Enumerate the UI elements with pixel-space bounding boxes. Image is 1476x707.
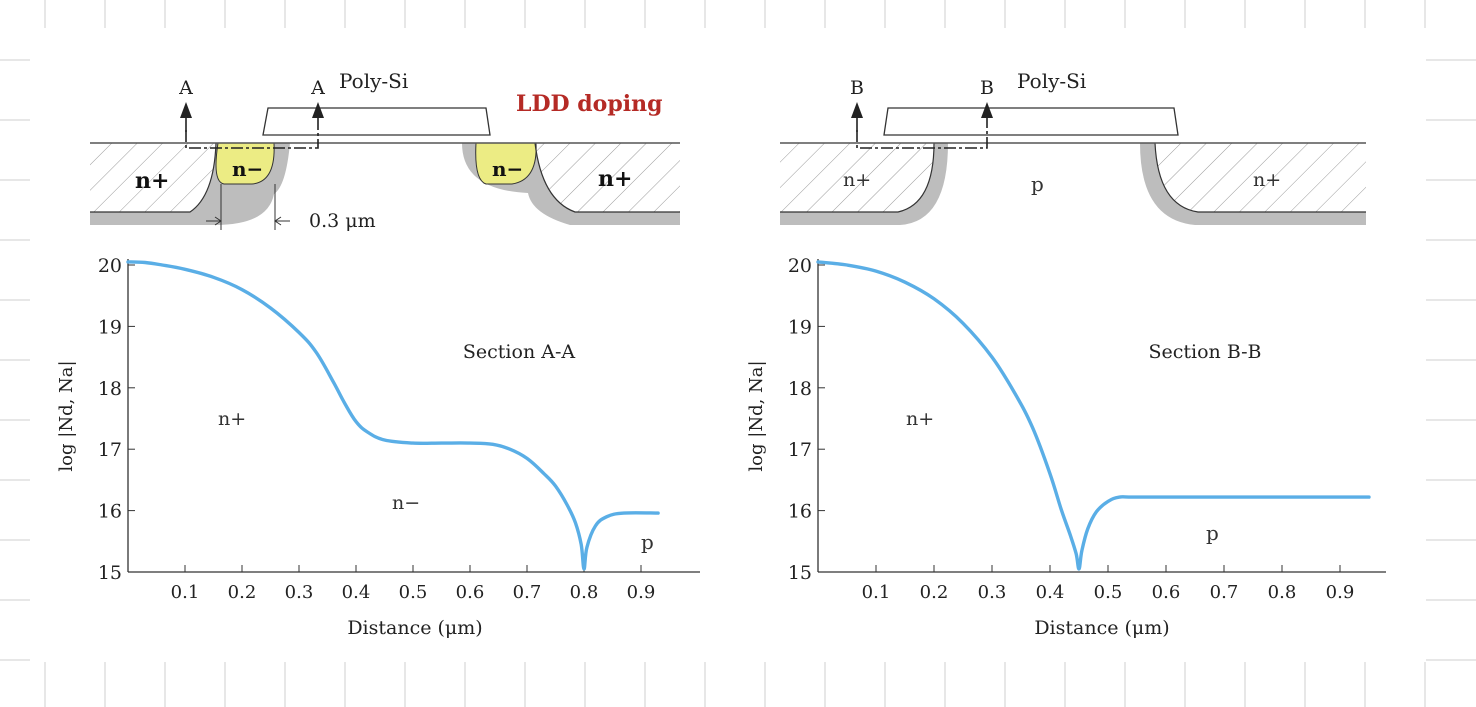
chart-b-ticks: 0.1 0.2 0.3 0.4 0.5 0.6 0.7 0.8 0.9 15 16 17 18 19 20 [788,255,1355,603]
region-label-b3: n+ [1253,169,1281,191]
arrow-head-a2 [312,102,324,118]
dimension-label: 0.3 μm [309,210,376,232]
chart-a-axes [127,259,700,573]
junction-outline-right-b [1154,142,1366,213]
n-plus-region-right-b [1155,143,1366,212]
cross-section-b: B B Poly-Si n+ p n+ [780,69,1366,225]
x-tick-label: 0.7 [513,582,542,603]
y-tick-label: 17 [98,439,122,461]
y-tick-label: 17 [788,439,812,461]
cut-path [185,112,319,149]
arrow-head-b1 [851,102,863,118]
n-plus-region-right [535,143,680,212]
chart-b-xlabel: Distance (μm) [1034,617,1169,639]
chart-a-title: Section A-A [463,341,575,363]
x-tick-label: 0.5 [1094,582,1123,603]
x-tick-label: 0.4 [1036,582,1065,603]
x-tick-label: 0.3 [978,582,1007,603]
x-tick-label: 0.9 [627,582,656,603]
chart-a-ticks: 0.1 0.2 0.3 0.4 0.5 0.6 0.7 0.8 0.9 15 16 17 18 19 20 [98,255,656,603]
cut-label-b2: B [980,77,994,99]
junction-outline-right [534,142,680,213]
x-tick-label: 0.1 [171,582,200,603]
y-tick-label: 19 [788,316,812,338]
chart-a-annot-nplus: n+ [218,408,246,430]
x-tick-label: 0.8 [570,582,599,603]
x-tick-label: 0.9 [1326,582,1355,603]
chart-a-annot-p: p [641,530,654,554]
chart-b-series [816,260,1371,571]
y-tick-label: 20 [788,255,812,277]
chart-b-ylabel: log |Nd, Na| [746,360,767,471]
doping-profile-curve [126,260,660,571]
x-tick-label: 0.2 [228,582,257,603]
y-tick-label: 18 [98,378,122,400]
cross-section-a: A A Poly-Si n+ n− n− n+ LDD doping 0.3 μ… [90,69,680,232]
cut-label-b1: B [850,77,864,99]
x-tick-label: 0.1 [862,582,891,603]
region-label-b1: n+ [843,169,871,191]
chart-a-ylabel: log |Nd, Na| [56,360,77,471]
region-label-a2: n− [232,157,263,181]
gate-label-a: Poly-Si [339,69,408,93]
chart-section-b-b: 0.1 0.2 0.3 0.4 0.5 0.6 0.7 0.8 0.9151617181920 … [746,255,1386,639]
dim-arrow-right [274,216,290,226]
region-label-a1: n+ [135,168,169,194]
arrow-head-b2 [981,102,993,118]
doping-profile-curve [816,260,1371,571]
x-tick-label: 0.8 [1268,582,1297,603]
ldd-region-left [215,142,275,185]
poly-gate-b [883,107,1179,136]
region-label-a3: n− [492,157,523,181]
chart-b-title: Section B-B [1148,341,1261,363]
junction-outline-left-b [780,142,935,213]
y-tick-label: 18 [788,378,812,400]
chart-section-a-a: 0.1 0.2 0.3 0.4 0.5 0.6 0.7 0.8 0.9151617181920 … [56,255,700,639]
x-tick-label: 0.6 [456,582,485,603]
y-tick-label: 15 [98,562,122,584]
region-label-b2: p [1031,172,1044,196]
ldd-region-right [475,142,537,185]
y-tick-label: 16 [788,501,812,523]
chart-a-series [126,260,660,571]
x-tick-label: 0.6 [1152,582,1181,603]
poly-gate [262,107,491,136]
cut-label-a1: A [178,77,193,99]
chart-b-axes [817,259,1386,573]
junction-band-right-b [1140,143,1366,225]
junction-band-left-b [780,143,948,225]
x-tick-label: 0.7 [1210,582,1239,603]
chart-b-annot-p: p [1206,521,1219,545]
n-plus-region-left [90,143,216,212]
chart-a-annot-nminus: n− [392,492,420,514]
y-tick-label: 15 [788,562,812,584]
y-tick-label: 19 [98,316,122,338]
chart-b-annot-nplus: n+ [906,408,934,430]
arrow-head-a1 [180,102,192,118]
junction-outline-left [90,142,217,213]
region-label-a4: n+ [598,166,632,192]
ldd-doping-note: LDD doping [516,91,662,117]
x-tick-label: 0.5 [399,582,428,603]
cut-label-a2: A [310,77,325,99]
x-tick-label: 0.4 [342,582,371,603]
chart-a-xlabel: Distance (μm) [347,617,482,639]
n-plus-region-left-b [780,143,934,212]
cut-path-b [856,112,988,149]
gate-label-b: Poly-Si [1017,69,1086,93]
dim-arrow-left [206,216,222,226]
y-tick-label: 20 [98,255,122,277]
x-tick-label: 0.3 [285,582,314,603]
x-tick-label: 0.2 [920,582,949,603]
y-tick-label: 16 [98,501,122,523]
